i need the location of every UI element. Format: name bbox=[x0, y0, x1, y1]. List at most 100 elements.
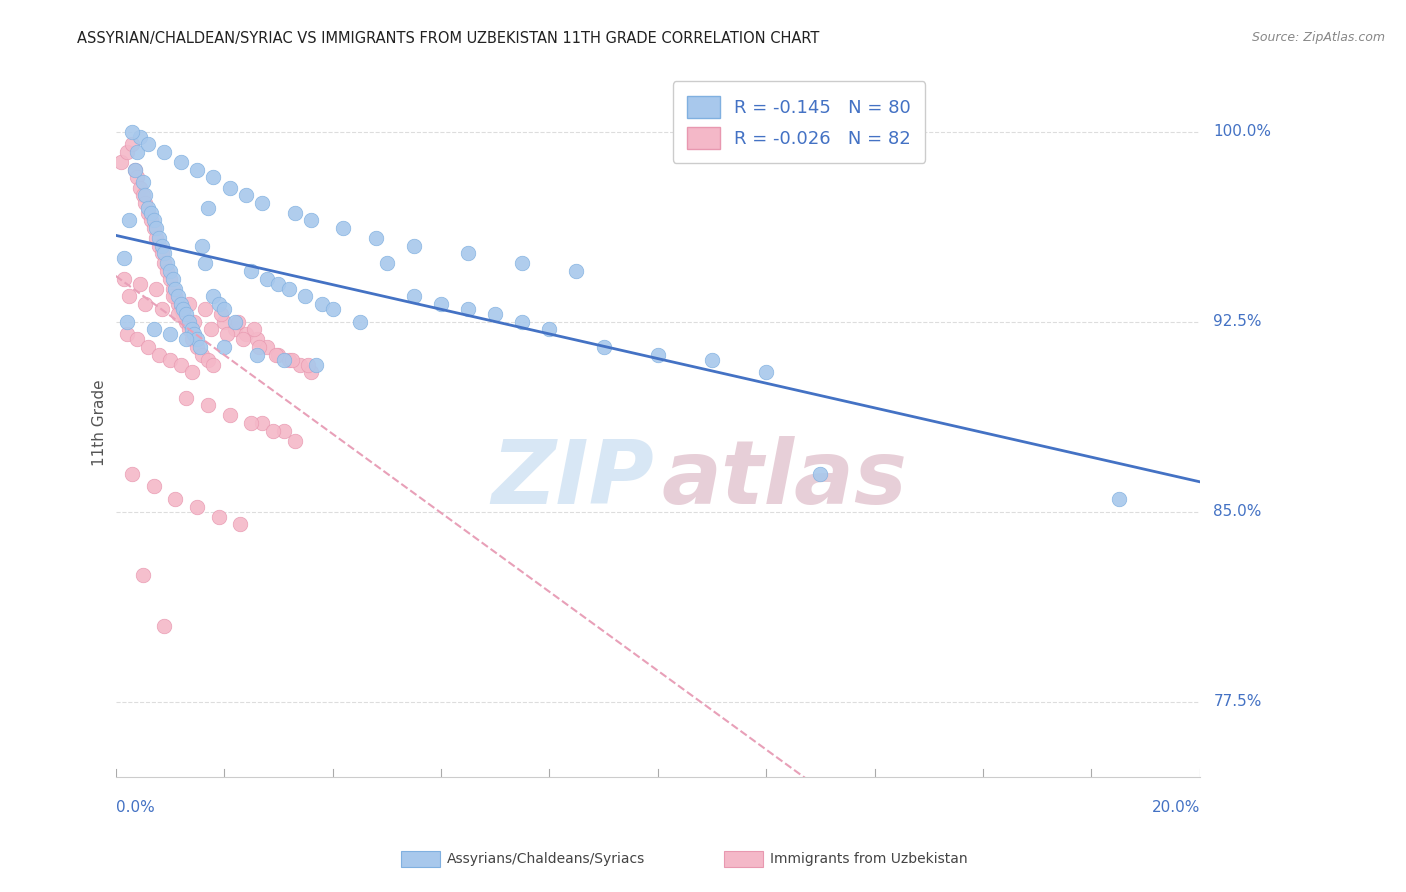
Point bbox=[172, 301, 194, 316]
Point bbox=[250, 416, 273, 430]
Point bbox=[808, 467, 831, 481]
Text: ASSYRIAN/CHALDEAN/SYRIAC VS IMMIGRANTS FROM UZBEKISTAN 11TH GRADE CORRELATION CH: ASSYRIAN/CHALDEAN/SYRIAC VS IMMIGRANTS F… bbox=[77, 31, 820, 46]
Point bbox=[165, 491, 187, 506]
Point bbox=[139, 206, 162, 220]
Point bbox=[156, 264, 179, 278]
Point bbox=[247, 340, 270, 354]
Point bbox=[267, 277, 290, 291]
Point bbox=[647, 348, 669, 362]
Point bbox=[284, 434, 307, 448]
Point bbox=[115, 315, 138, 329]
Point bbox=[153, 145, 176, 159]
Point bbox=[118, 289, 141, 303]
Point bbox=[197, 398, 219, 412]
Point bbox=[132, 568, 155, 582]
Point bbox=[162, 282, 184, 296]
Point bbox=[139, 213, 162, 227]
Point bbox=[212, 301, 235, 316]
Point bbox=[180, 322, 202, 336]
Point bbox=[148, 231, 170, 245]
Point bbox=[208, 297, 231, 311]
Point bbox=[700, 352, 723, 367]
Point bbox=[132, 188, 155, 202]
Point bbox=[177, 322, 200, 336]
Point bbox=[136, 340, 159, 354]
Point bbox=[191, 239, 214, 253]
Point bbox=[592, 340, 614, 354]
Point bbox=[208, 509, 231, 524]
Point bbox=[121, 467, 143, 481]
Point bbox=[250, 195, 273, 210]
Point bbox=[136, 201, 159, 215]
Point bbox=[121, 137, 143, 152]
Point bbox=[186, 333, 208, 347]
Point bbox=[183, 315, 205, 329]
Point bbox=[364, 231, 387, 245]
Point bbox=[186, 340, 208, 354]
Point bbox=[240, 416, 263, 430]
Point bbox=[294, 289, 316, 303]
Point bbox=[121, 125, 143, 139]
Point bbox=[1108, 491, 1130, 506]
Point bbox=[177, 315, 200, 329]
Point bbox=[162, 271, 184, 285]
Point bbox=[243, 322, 266, 336]
Point bbox=[150, 301, 173, 316]
Point bbox=[112, 252, 135, 266]
Point bbox=[202, 289, 225, 303]
Point bbox=[167, 307, 190, 321]
Point bbox=[212, 315, 235, 329]
Point bbox=[311, 297, 333, 311]
Point bbox=[165, 289, 187, 303]
Point bbox=[202, 170, 225, 185]
Text: ZIP: ZIP bbox=[492, 436, 655, 524]
Text: 77.5%: 77.5% bbox=[1213, 694, 1261, 709]
Point bbox=[299, 365, 322, 379]
Point bbox=[124, 162, 146, 177]
Text: 20.0%: 20.0% bbox=[1152, 800, 1199, 815]
Point bbox=[305, 358, 328, 372]
Point bbox=[194, 301, 217, 316]
Point bbox=[284, 206, 307, 220]
Point bbox=[174, 391, 197, 405]
Point bbox=[246, 348, 269, 362]
Point bbox=[145, 231, 167, 245]
Point bbox=[150, 239, 173, 253]
Point bbox=[142, 221, 165, 235]
Point bbox=[162, 289, 184, 303]
Point bbox=[246, 333, 269, 347]
Point bbox=[159, 327, 181, 342]
Point bbox=[186, 162, 208, 177]
Point bbox=[538, 322, 561, 336]
Point bbox=[156, 256, 179, 270]
Text: 92.5%: 92.5% bbox=[1213, 314, 1263, 329]
Point bbox=[167, 289, 190, 303]
Y-axis label: 11th Grade: 11th Grade bbox=[93, 380, 107, 467]
Point bbox=[510, 256, 533, 270]
Point bbox=[224, 315, 246, 329]
Point bbox=[755, 365, 778, 379]
Point bbox=[115, 327, 138, 342]
Point bbox=[215, 327, 238, 342]
Point bbox=[218, 409, 240, 423]
Point bbox=[142, 479, 165, 493]
Point bbox=[153, 256, 176, 270]
Point bbox=[235, 188, 257, 202]
Point bbox=[115, 145, 138, 159]
Point bbox=[212, 340, 235, 354]
Point bbox=[457, 301, 479, 316]
Text: atlas: atlas bbox=[661, 436, 907, 524]
Point bbox=[186, 500, 208, 514]
Point bbox=[159, 352, 181, 367]
Point bbox=[112, 271, 135, 285]
Point bbox=[202, 358, 225, 372]
Point bbox=[172, 307, 194, 321]
Point bbox=[256, 340, 278, 354]
Point bbox=[375, 256, 398, 270]
Point bbox=[256, 271, 278, 285]
Point bbox=[174, 315, 197, 329]
Point bbox=[134, 297, 156, 311]
Point bbox=[226, 315, 249, 329]
Point bbox=[136, 206, 159, 220]
Text: Assyrians/Chaldeans/Syriacs: Assyrians/Chaldeans/Syriacs bbox=[447, 852, 645, 866]
